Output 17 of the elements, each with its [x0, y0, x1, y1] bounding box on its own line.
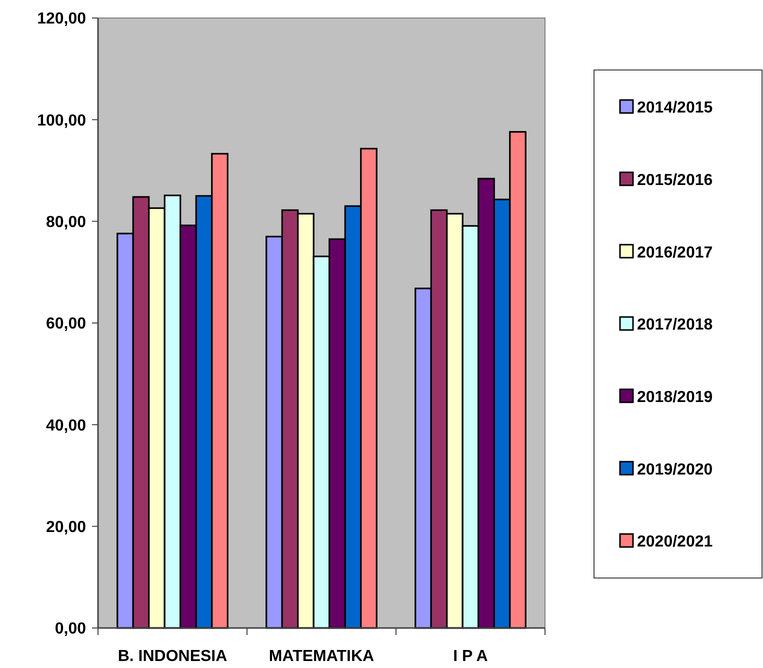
y-tick-label: 80,00: [46, 214, 86, 231]
y-tick-label: 20,00: [46, 518, 86, 536]
y-tick-label: 100,00: [37, 112, 86, 130]
legend-label: 2020/2021: [637, 534, 713, 551]
y-tick-label: 120,00: [37, 10, 86, 28]
y-tick-label: 0,00: [54, 620, 86, 638]
legend-label: 2014/2015: [637, 100, 713, 117]
legend-label: 2015/2016: [637, 172, 713, 189]
legend-label: 2016/2017: [637, 244, 713, 262]
legend-label: 2017/2018: [637, 316, 713, 334]
x-tick-label: B. INDONESIA: [118, 648, 228, 665]
legend-label: 2018/2019: [637, 388, 713, 406]
y-tick-label: 60,00: [46, 316, 86, 333]
y-tick-label: 40,00: [46, 417, 86, 434]
x-tick-label: I P A: [453, 648, 488, 665]
legend-label: 2019/2020: [637, 461, 713, 478]
x-tick-label: MATEMATIKA: [268, 648, 375, 665]
